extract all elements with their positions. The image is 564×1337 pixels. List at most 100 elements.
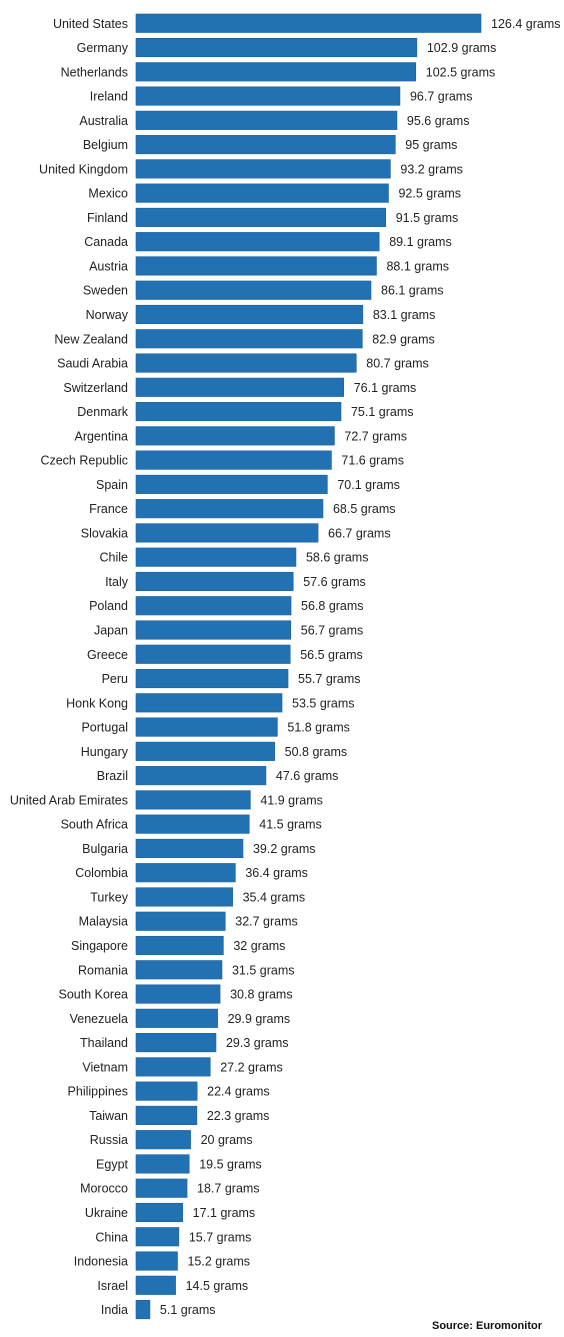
bar [135, 474, 328, 494]
category-label: Taiwan [89, 1109, 128, 1123]
value-label: 39.2 grams [253, 842, 316, 856]
category-label: Honk Kong [66, 696, 128, 710]
value-label: 15.2 grams [187, 1255, 250, 1269]
category-label: Thailand [80, 1036, 128, 1050]
value-label: 68.5 grams [333, 502, 396, 516]
value-label: 89.1 grams [389, 235, 452, 249]
bar [135, 1105, 198, 1125]
bar [135, 135, 396, 155]
category-label: Singapore [71, 939, 128, 953]
category-label: Denmark [77, 405, 128, 419]
value-label: 31.5 grams [232, 963, 295, 977]
bar [135, 887, 233, 907]
category-label: Saudi Arabia [57, 357, 128, 371]
category-label: Italy [105, 575, 129, 589]
bar [135, 741, 275, 761]
category-label: Ukraine [85, 1206, 128, 1220]
bar [135, 960, 223, 980]
value-label: 50.8 grams [285, 745, 348, 759]
bar [135, 1275, 176, 1295]
category-label: China [95, 1230, 128, 1244]
value-label: 55.7 grams [298, 672, 361, 686]
bar [135, 693, 283, 713]
bar [135, 86, 401, 106]
category-label: Mexico [88, 187, 128, 201]
category-label: Canada [84, 235, 128, 249]
bar [135, 571, 294, 592]
category-label: Brazil [97, 769, 128, 783]
bar [135, 280, 372, 300]
value-label: 75.1 grams [351, 405, 414, 419]
value-label: 41.5 grams [259, 818, 322, 832]
value-label: 93.2 grams [400, 162, 463, 176]
value-label: 70.1 grams [337, 478, 400, 492]
bar [135, 207, 387, 227]
value-label: 17.1 grams [193, 1206, 256, 1220]
value-label: 58.6 grams [306, 551, 369, 565]
category-label: Vietnam [82, 1060, 128, 1074]
category-label: Netherlands [61, 65, 128, 79]
value-label: 32.7 grams [235, 915, 298, 929]
category-label: Japan [94, 624, 128, 638]
category-label: South Korea [59, 988, 129, 1002]
bar [135, 1178, 188, 1198]
value-label: 15.7 grams [189, 1230, 252, 1244]
category-label: Greece [87, 648, 128, 662]
value-label: 66.7 grams [328, 526, 391, 540]
value-label: 41.9 grams [260, 793, 323, 807]
value-label: 20 grams [201, 1133, 253, 1147]
value-label: 96.7 grams [410, 90, 473, 104]
bar [135, 1130, 191, 1150]
bar [135, 790, 251, 810]
value-label: 22.3 grams [207, 1109, 270, 1123]
value-label: 19.5 grams [199, 1157, 262, 1171]
bar [135, 62, 417, 82]
value-label: 95 grams [405, 138, 457, 152]
bar [135, 13, 482, 33]
category-label: Poland [89, 599, 128, 613]
bar [135, 863, 236, 883]
bar [135, 984, 221, 1004]
category-label: Hungary [81, 745, 129, 759]
bar [135, 1300, 151, 1320]
category-label: Argentina [74, 429, 128, 443]
category-label: Morocco [80, 1182, 128, 1196]
bar [135, 1251, 178, 1271]
category-label: Bulgaria [82, 842, 128, 856]
value-label: 18.7 grams [197, 1182, 260, 1196]
category-label: Germany [77, 41, 129, 55]
bar [135, 620, 292, 640]
value-label: 91.5 grams [396, 211, 459, 225]
category-label: Israel [97, 1279, 128, 1293]
bar [135, 450, 332, 470]
bar [135, 717, 278, 737]
category-label: United States [53, 17, 128, 31]
bar [135, 183, 389, 203]
bar [135, 329, 363, 349]
bar [135, 596, 292, 616]
category-label: United Kingdom [39, 162, 128, 176]
value-label: 57.6 grams [303, 575, 366, 589]
category-label: Turkey [90, 890, 128, 904]
category-label: Romania [78, 963, 128, 977]
category-label: New Zealand [54, 332, 128, 346]
bar [135, 426, 335, 446]
bar [135, 1154, 190, 1174]
category-label: United Arab Emirates [10, 793, 128, 807]
category-label: Malaysia [79, 915, 128, 929]
bar [135, 304, 364, 325]
value-label: 5.1 grams [160, 1303, 216, 1317]
bar [135, 499, 324, 519]
bar [135, 256, 377, 276]
bar [135, 838, 244, 858]
category-label: Spain [96, 478, 128, 492]
value-label: 82.9 grams [372, 332, 435, 346]
value-label: 83.1 grams [373, 308, 436, 322]
value-label: 53.5 grams [292, 696, 355, 710]
category-label: India [101, 1303, 128, 1317]
value-label: 14.5 grams [186, 1279, 249, 1293]
category-label: Chile [100, 551, 129, 565]
value-label: 47.6 grams [276, 769, 339, 783]
value-label: 29.9 grams [228, 1012, 291, 1026]
value-label: 102.9 grams [427, 41, 496, 55]
